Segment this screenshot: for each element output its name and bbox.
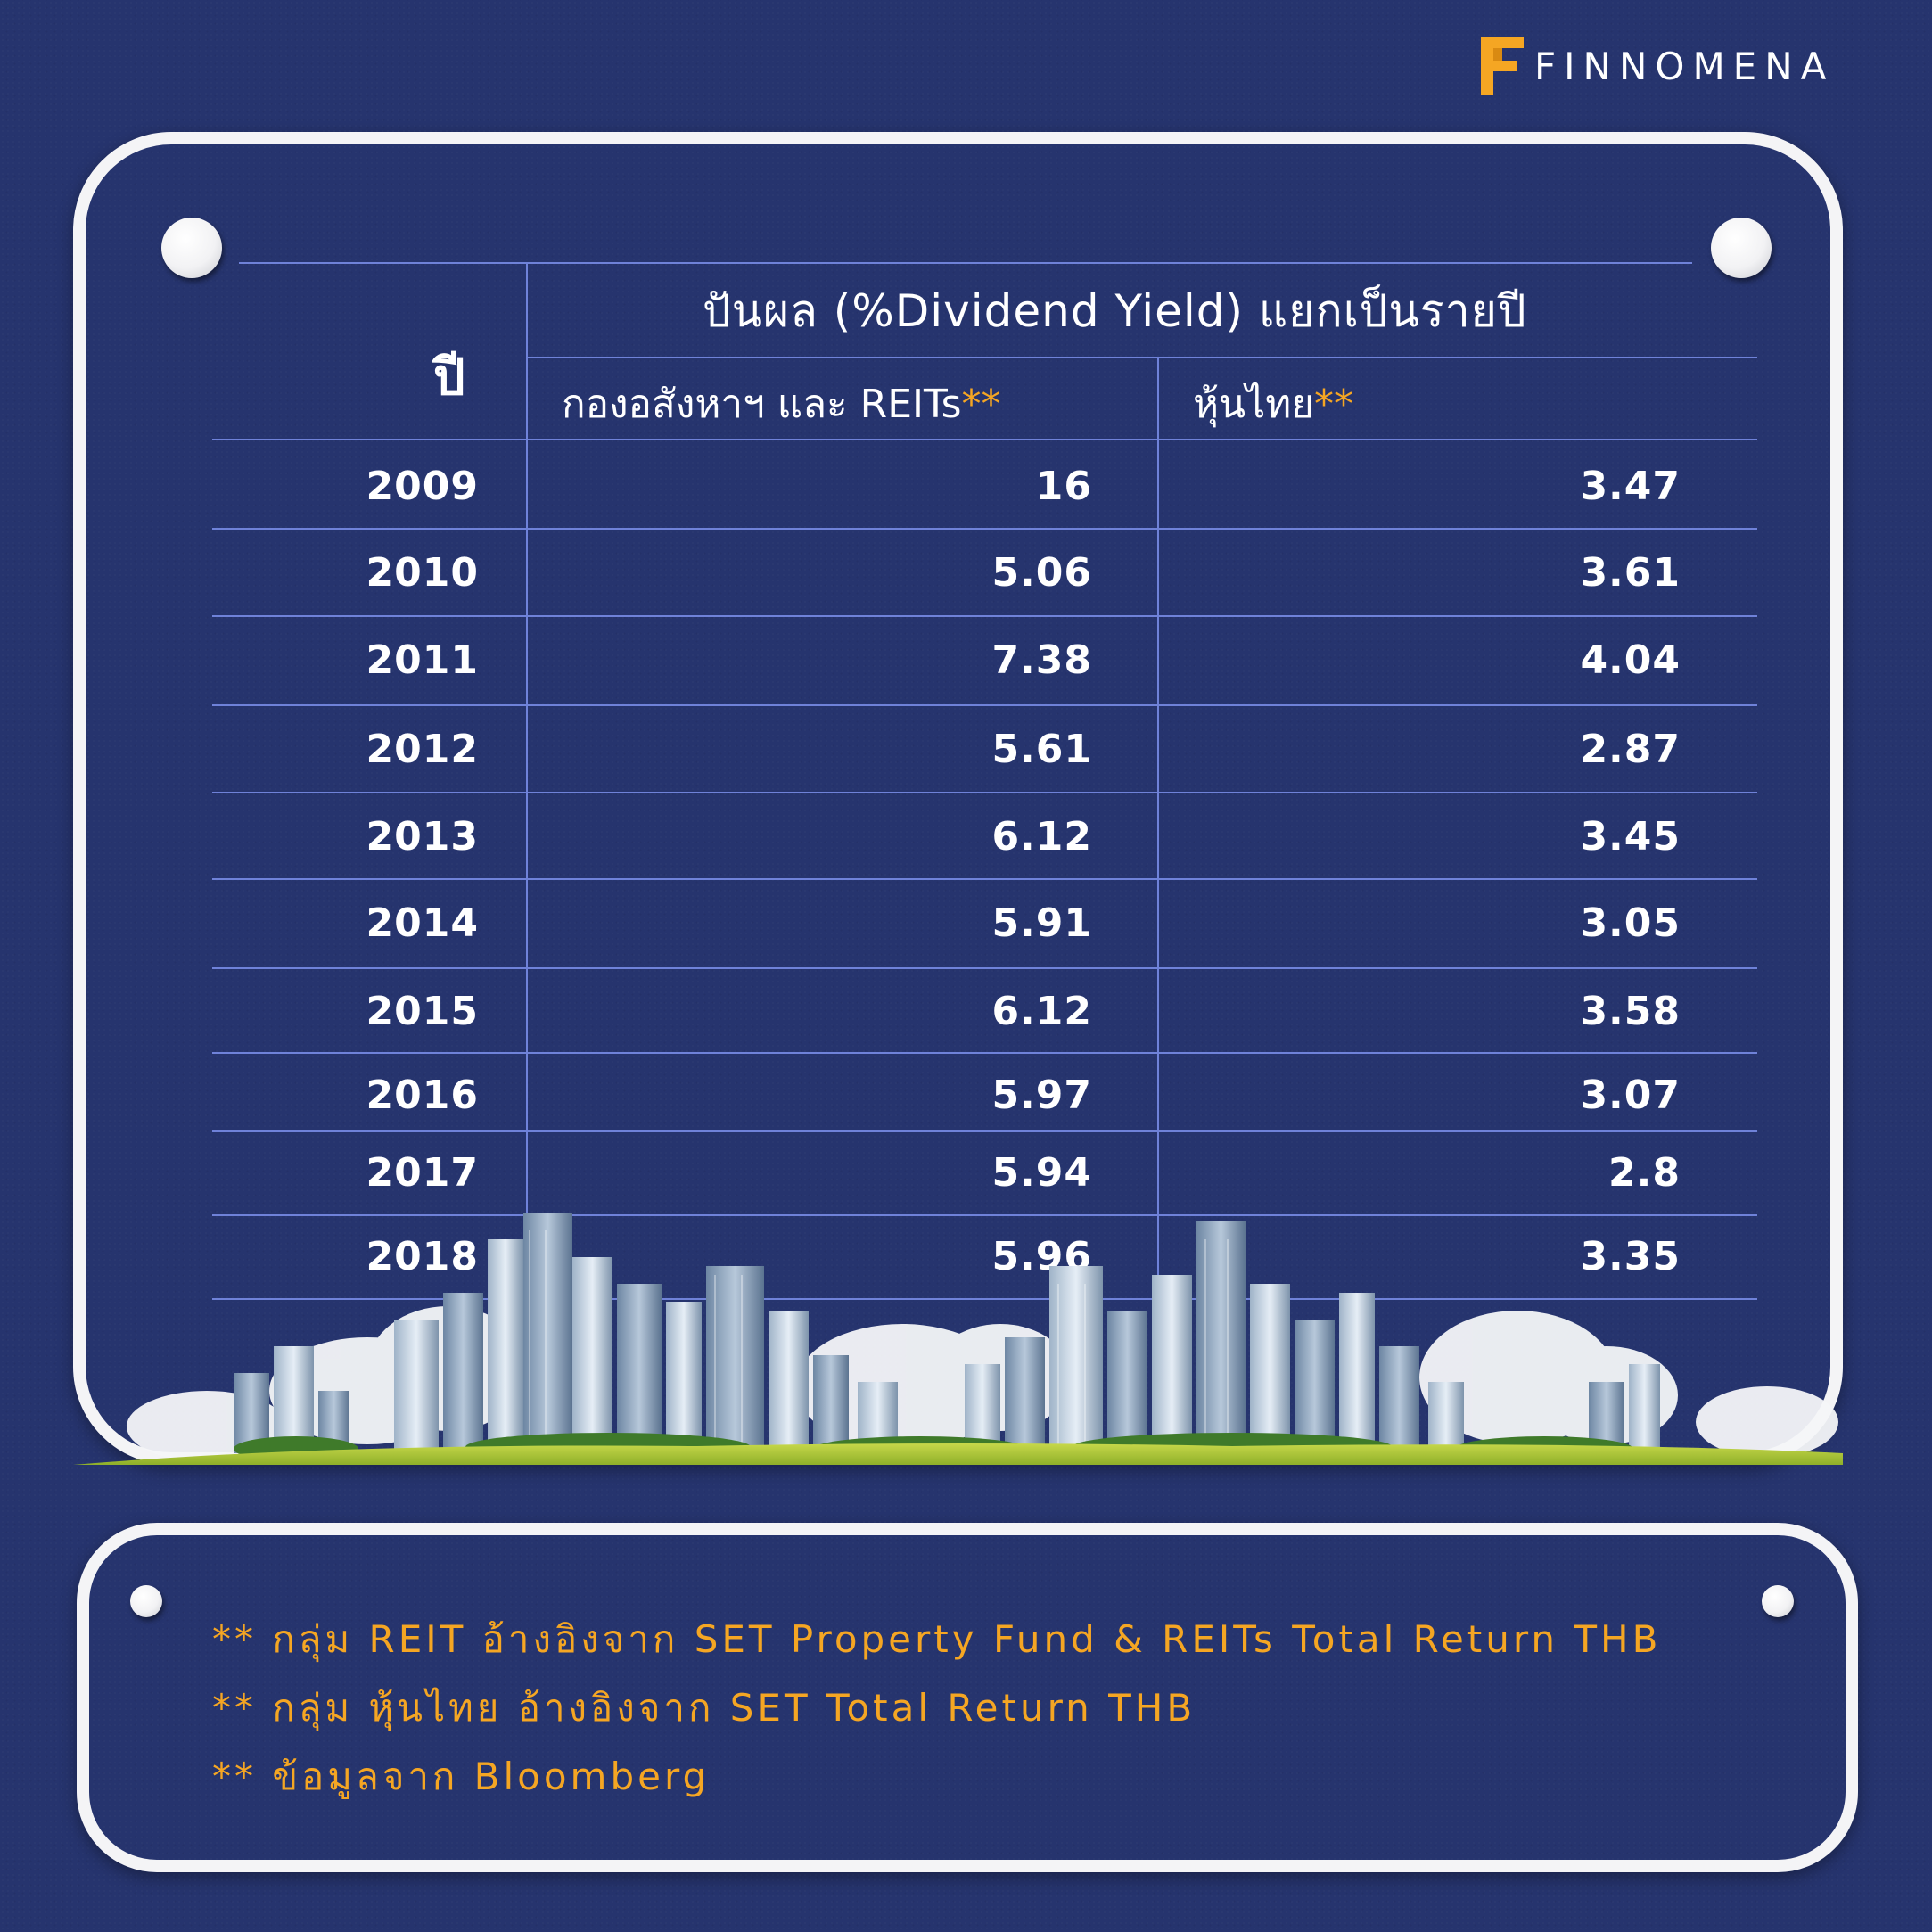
- note-reit-source: ** กลุ่ม REIT อ้างอิงจาก SET Property Fu…: [212, 1617, 1662, 1661]
- pin-top-right-icon: [1711, 218, 1772, 278]
- brand-name: FINNOMENA: [1534, 45, 1835, 88]
- dividend-table-card: [73, 132, 1843, 1465]
- note-thai-stock-source: ** กลุ่ม หุ้นไทย อ้างอิงจาก SET Total Re…: [212, 1686, 1196, 1730]
- pin-top-left-icon: [161, 218, 222, 278]
- notes-card: [77, 1523, 1858, 1872]
- finnomena-logo-icon: [1481, 37, 1524, 95]
- brand-logo: FINNOMENA: [1476, 29, 1850, 100]
- notes-pin-right-icon: [1762, 1585, 1794, 1617]
- notes-pin-left-icon: [130, 1585, 162, 1617]
- note-data-source: ** ข้อมูลจาก Bloomberg: [212, 1755, 711, 1798]
